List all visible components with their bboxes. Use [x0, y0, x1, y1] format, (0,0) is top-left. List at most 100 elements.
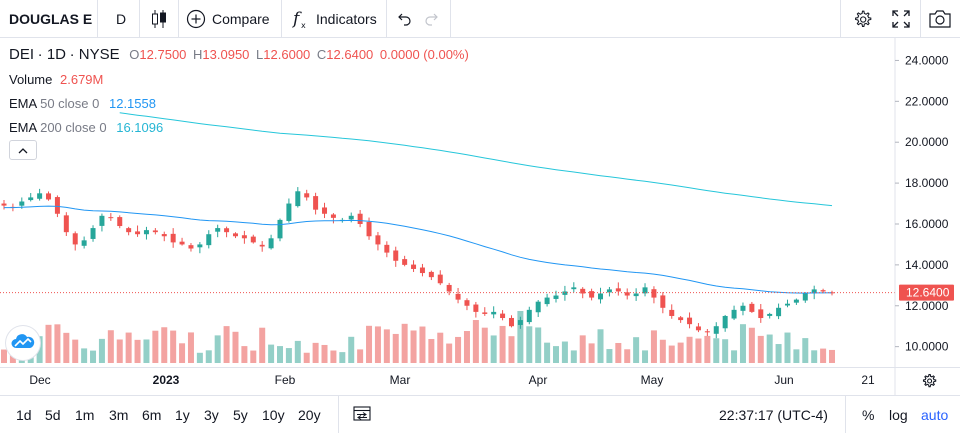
volume-bar [437, 332, 444, 363]
volume-bar [490, 335, 497, 363]
timeframe-3y[interactable]: 3y [204, 406, 219, 423]
candle-body [135, 231, 141, 235]
timeframe-1y[interactable]: 1y [175, 406, 190, 423]
volume-bar [294, 340, 301, 363]
volume-bar [820, 348, 827, 363]
ema200-legend[interactable]: EMA 200 close 0 16.1096 [9, 120, 163, 135]
ema50-value: 12.1558 [108, 96, 156, 111]
price-tick-label: 10.0000 [905, 340, 949, 354]
candle-body [348, 215, 354, 220]
time-tick-label: Apr [529, 373, 548, 387]
volume-legend[interactable]: Volume 2.679M [9, 72, 103, 87]
undo-icon [396, 11, 412, 27]
collapse-legend-button[interactable] [9, 140, 37, 160]
ema50-legend[interactable]: EMA 50 close 0 12.1558 [9, 96, 156, 111]
candle-body [687, 317, 693, 325]
candle-body [304, 193, 310, 198]
candle-body [152, 230, 158, 233]
legend-ticker[interactable]: DEI [9, 46, 35, 63]
timeframe-20y[interactable]: 20y [298, 406, 321, 423]
date-range-button[interactable] [353, 396, 371, 433]
candle-body [72, 233, 78, 245]
timeframe-6m[interactable]: 6m [142, 406, 162, 423]
price-tick-label: 16.0000 [905, 217, 949, 231]
fullscreen-icon [892, 10, 910, 28]
volume-bar [277, 346, 283, 363]
volume-bar [463, 331, 470, 363]
candle-body [802, 293, 808, 301]
candle-body [544, 297, 550, 305]
clock[interactable]: 22:37:17 (UTC-4) [719, 396, 828, 433]
candle-body [215, 228, 221, 232]
undo-button[interactable] [396, 0, 412, 38]
divider [450, 0, 451, 38]
gear-icon [922, 373, 937, 388]
last-price-label-bg [899, 284, 954, 301]
candle-body [197, 244, 203, 248]
interval-button[interactable]: D [110, 0, 132, 38]
volume-bar [428, 338, 435, 363]
auto-toggle[interactable]: auto [921, 396, 948, 433]
timeframe-1m[interactable]: 1m [75, 406, 95, 423]
fullscreen-button[interactable] [892, 0, 910, 38]
candle-body [126, 228, 132, 233]
volume-bar [517, 310, 524, 363]
candle-body [793, 299, 799, 303]
compare-button[interactable]: Compare [186, 0, 270, 38]
candle-body [446, 284, 452, 292]
price-chart[interactable]: 24.0000 22.0000 20.0000 18.0000 16.0000 14.00… [0, 38, 960, 368]
timeframe-5d[interactable]: 5d [45, 406, 61, 423]
cloud-chart-icon [11, 332, 35, 355]
volume-bar [748, 327, 755, 363]
legend-open: 12.7500 [139, 47, 187, 62]
settings-button[interactable] [852, 0, 873, 38]
volume-bar [232, 331, 239, 363]
candle-body [473, 304, 479, 312]
candle-body [259, 244, 265, 247]
candle-body [678, 317, 684, 321]
candle-body [571, 287, 577, 290]
divider [178, 0, 179, 38]
candle-body [731, 309, 737, 319]
volume-bar [446, 343, 453, 363]
candle-body [393, 250, 399, 261]
candle-body [437, 274, 443, 284]
volume-bar [45, 324, 52, 363]
volume-bar [561, 341, 568, 363]
log-toggle[interactable]: log [889, 396, 908, 433]
volume-bar [829, 349, 835, 363]
volume-bar [54, 324, 61, 363]
time-tick-label: Mar [390, 373, 411, 387]
candle-body [419, 267, 425, 274]
candle-body [553, 295, 559, 299]
chart-type-button[interactable] [146, 0, 172, 38]
time-axis[interactable]: Dec 2023 Feb Mar Apr May Jun 21 [0, 368, 960, 396]
volume-bar [223, 326, 230, 363]
volume-bar [107, 330, 114, 363]
tradingview-logo[interactable] [6, 326, 40, 360]
candle-body [500, 313, 506, 319]
ema200-params: 200 close 0 [40, 120, 107, 135]
candle-body [330, 214, 336, 218]
divider [281, 0, 282, 38]
candle-body [224, 228, 230, 233]
candle-body [589, 291, 595, 298]
volume-bar [72, 339, 79, 363]
symbol-search[interactable]: DOUGLAS E [9, 0, 92, 38]
volume-bar [606, 349, 613, 363]
candle-body [206, 234, 212, 246]
percent-toggle[interactable]: % [862, 396, 874, 433]
timeframe-3m[interactable]: 3m [109, 406, 129, 423]
timeframe-10y[interactable]: 10y [262, 406, 285, 423]
price-tick-label: 14.0000 [905, 258, 949, 272]
snapshot-button[interactable] [929, 0, 951, 38]
volume-bar [143, 339, 150, 363]
timeframe-5y[interactable]: 5y [233, 406, 248, 423]
candle-body [482, 312, 488, 314]
redo-button[interactable] [424, 0, 440, 38]
price-tick-label: 18.0000 [905, 176, 949, 190]
timeframe-1d[interactable]: 1d [16, 406, 32, 423]
